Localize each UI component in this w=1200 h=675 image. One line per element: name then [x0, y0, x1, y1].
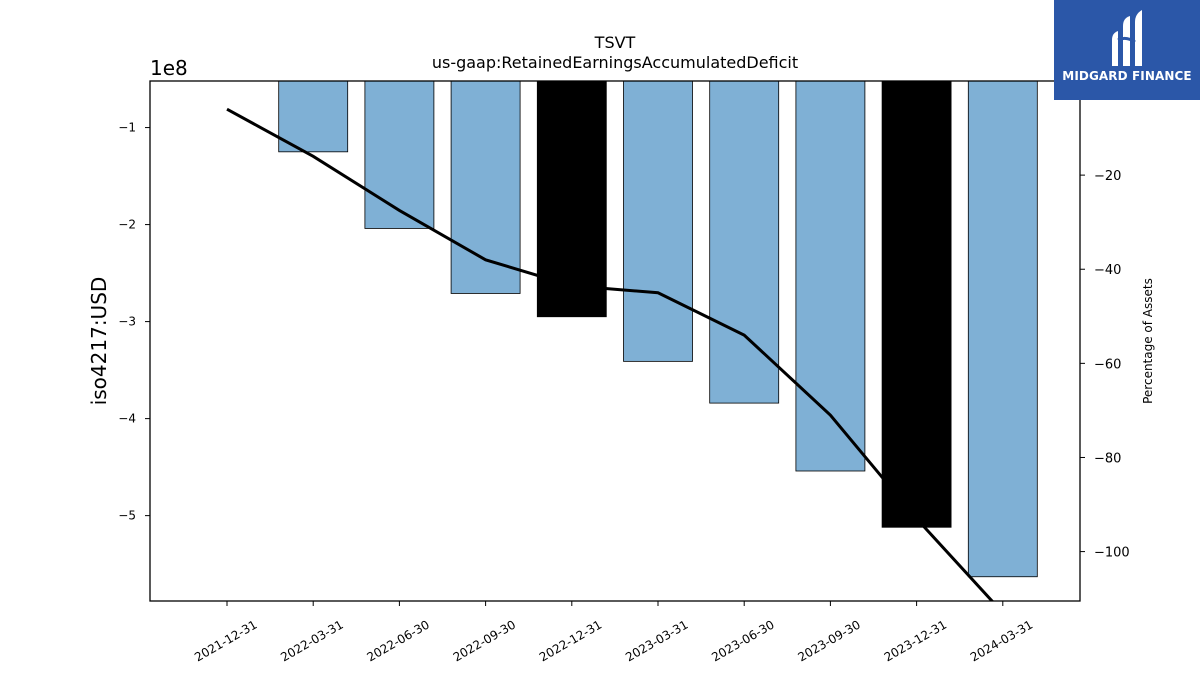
logo-mark-icon: [1112, 10, 1142, 66]
bar: [536, 80, 607, 318]
bar: [364, 80, 435, 229]
y2-tick-label: −100: [1094, 546, 1130, 561]
y-axis: −1 −2 −3 −4 −5: [118, 121, 150, 523]
bar: [967, 80, 1038, 578]
y2-tick-label: −60: [1094, 357, 1121, 372]
x-tick-label: 2022-06-30: [364, 617, 431, 664]
y2-tick-label: −20: [1094, 169, 1121, 184]
x-tick-label: 2022-12-31: [537, 617, 604, 664]
x-tick-label: 2023-03-31: [623, 617, 690, 664]
x-tick-label: 2023-09-30: [795, 617, 862, 664]
logo-text: MIDGARD FINANCE: [1062, 69, 1192, 83]
y2-tick-label: −40: [1094, 263, 1121, 278]
bars-layer: [278, 80, 1038, 578]
y2-axis: −20 −40 −60 −80 −100: [1080, 169, 1130, 561]
bar: [795, 80, 866, 472]
x-tick-label: 2022-03-31: [278, 617, 345, 664]
bar: [709, 80, 780, 404]
chart-subtitle: us-gaap:RetainedEarningsAccumulatedDefic…: [432, 53, 798, 72]
plot-frame: [149, 80, 1081, 602]
y-tick-label: −1: [118, 121, 136, 135]
x-tick-label: 2023-12-31: [882, 617, 949, 664]
chart-title: TSVT: [594, 33, 636, 52]
bar: [450, 80, 521, 294]
y-tick-label: −4: [118, 412, 136, 426]
bar: [881, 80, 952, 528]
x-tick-label: 2024-03-31: [968, 617, 1035, 664]
y2-axis-label: Percentage of Assets: [1141, 278, 1155, 404]
midgard-finance-logo: MIDGARD FINANCE: [1054, 0, 1200, 100]
bar: [623, 80, 693, 362]
y2-tick-label: −80: [1094, 451, 1121, 466]
y-tick-label: −2: [118, 218, 136, 232]
x-tick-label: 2023-06-30: [709, 617, 776, 664]
bar: [278, 80, 349, 153]
y-tick-label: −5: [118, 509, 136, 523]
x-tick-label: 2022-09-30: [451, 617, 518, 664]
x-axis: 2021-12-31 2022-03-31 2022-06-30 2022-09-30…: [192, 601, 1035, 664]
y-offset-label: 1e8: [150, 56, 188, 80]
line-layer: [226, 107, 995, 601]
percentage-line: [226, 107, 995, 601]
x-tick-label: 2021-12-31: [192, 617, 259, 664]
y-tick-label: −3: [118, 315, 136, 329]
y-axis-label: iso4217:USD: [87, 277, 111, 406]
